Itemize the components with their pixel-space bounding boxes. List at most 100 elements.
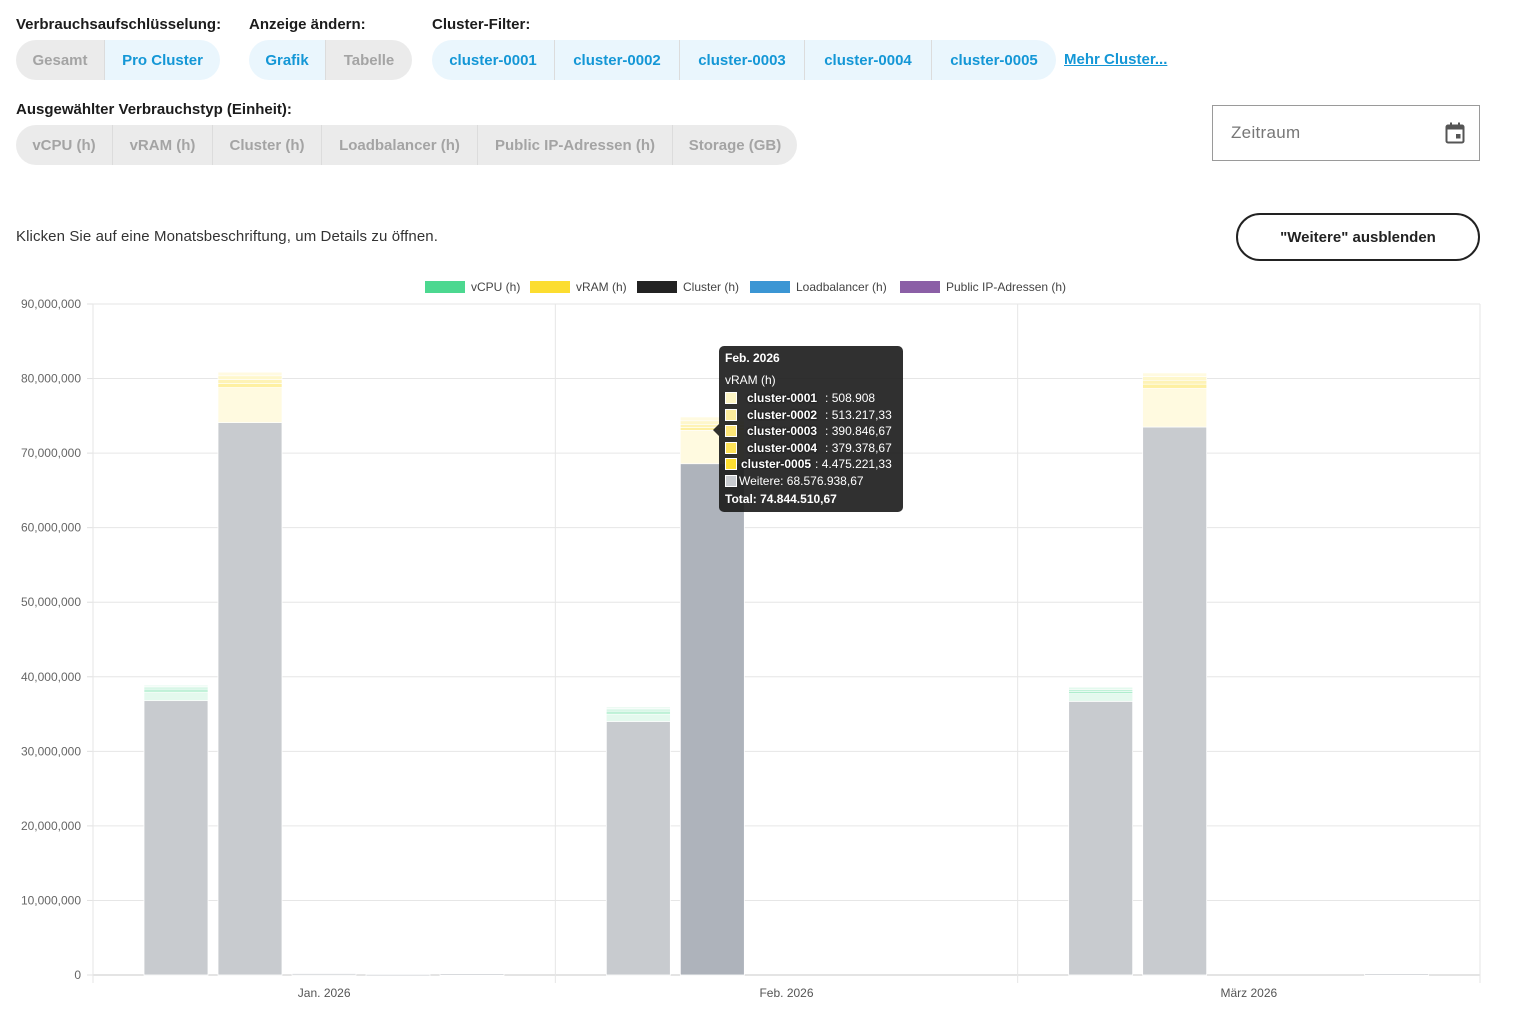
cluster-filter-0002[interactable]: cluster-0002 bbox=[555, 40, 680, 80]
usage-type-label: Ausgewählter Verbrauchstyp (Einheit): bbox=[16, 101, 292, 118]
usage-chart: 0 10,000,000 20,000,000 30,000,000 40,000,00… bbox=[21, 280, 1481, 1000]
bar-segment-cluster bbox=[1142, 372, 1207, 377]
bar-segment-others bbox=[679, 463, 745, 976]
tooltip-swatch bbox=[725, 474, 737, 487]
bar-segment-cluster bbox=[1142, 376, 1207, 381]
y-tick-label: 70,000,000 bbox=[21, 446, 81, 460]
tooltip-swatch bbox=[725, 458, 737, 471]
view-table-button[interactable]: Tabelle bbox=[326, 40, 412, 80]
cluster-filter-0001[interactable]: cluster-0001 bbox=[432, 40, 555, 80]
hide-others-button[interactable]: "Weitere" ausblenden bbox=[1236, 213, 1480, 261]
legend-item: Loadbalancer (h) bbox=[750, 280, 887, 294]
tooltip-row: cluster-0001 : 508.908 bbox=[725, 390, 897, 407]
legend-label: Loadbalancer (h) bbox=[796, 280, 887, 294]
cluster-filter: cluster-0001 cluster-0002 cluster-0003 c… bbox=[432, 40, 1056, 80]
x-tick-label: Jan. 2026 bbox=[298, 986, 351, 1000]
tooltip-row: Weitere: 68.576.938,67 bbox=[725, 473, 897, 490]
tooltip-cluster-name: cluster-0005 bbox=[741, 457, 812, 472]
bar-segment-cluster bbox=[217, 371, 283, 377]
y-tick-label: 10,000,000 bbox=[21, 893, 81, 907]
y-tick-label: 20,000,000 bbox=[21, 819, 81, 833]
y-axis: 0 10,000,000 20,000,000 30,000,000 40,000,00… bbox=[21, 297, 81, 982]
y-tick-label: 30,000,000 bbox=[21, 744, 81, 758]
bar-segment-cluster bbox=[217, 379, 283, 384]
bar-segment-cluster bbox=[1142, 379, 1207, 385]
bar-segment-cluster bbox=[1068, 686, 1133, 689]
legend-swatch bbox=[750, 281, 790, 293]
usage-vram-button[interactable]: vRAM (h) bbox=[113, 125, 213, 165]
bar-segment-others bbox=[143, 700, 209, 976]
bar-segment-cluster bbox=[606, 706, 671, 709]
bar-segment-cluster bbox=[143, 689, 209, 693]
y-tick-label: 0 bbox=[74, 968, 81, 982]
y-tick-label: 80,000,000 bbox=[21, 372, 81, 386]
bar-segment-cluster bbox=[1142, 387, 1207, 428]
tooltip-row: cluster-0002 : 513.217,33 bbox=[725, 407, 897, 424]
usage-type-toggle: vCPU (h) vRAM (h) Cluster (h) Loadbalanc… bbox=[16, 125, 797, 165]
view-chart-button[interactable]: Grafik bbox=[249, 40, 326, 80]
bar-segment-cluster bbox=[143, 684, 209, 687]
chart-legend: vCPU (h) vRAM (h) Cluster (h) Loadbalancer … bbox=[425, 280, 1066, 294]
bar-segment-cluster bbox=[1068, 691, 1133, 694]
more-clusters-link[interactable]: Mehr Cluster... bbox=[1064, 51, 1168, 68]
bar-segment-cluster bbox=[1142, 383, 1207, 389]
tooltip-others-value: Weitere: 68.576.938,67 bbox=[739, 473, 864, 488]
bar-segment-cluster bbox=[217, 387, 283, 423]
view-label: Anzeige ändern: bbox=[249, 16, 366, 33]
usage-cluster-button[interactable]: Cluster (h) bbox=[213, 125, 322, 165]
date-range-input[interactable] bbox=[1229, 122, 1429, 144]
breakdown-toggle: Gesamt Pro Cluster bbox=[16, 40, 220, 80]
bar-segment-cluster bbox=[143, 691, 209, 701]
tooltip-subtitle: vRAM (h) bbox=[725, 373, 776, 387]
tooltip-cluster-value: : 4.475.221,33 bbox=[815, 457, 892, 472]
tooltip-swatch bbox=[725, 441, 737, 454]
bar-segment-others bbox=[365, 974, 431, 977]
legend-label: Public IP-Adressen (h) bbox=[946, 280, 1066, 294]
legend-item: vCPU (h) bbox=[425, 280, 520, 294]
bar-segment-others bbox=[1364, 973, 1430, 976]
tooltip-swatch bbox=[725, 392, 737, 405]
bar-segment-others bbox=[1068, 700, 1134, 976]
usage-vcpu-button[interactable]: vCPU (h) bbox=[16, 125, 113, 165]
usage-storage-button[interactable]: Storage (GB) bbox=[673, 125, 797, 165]
bar-segment-cluster bbox=[217, 375, 283, 380]
breakdown-total-button[interactable]: Gesamt bbox=[16, 40, 105, 80]
tooltip-row: cluster-0005 : 4.475.221,33 bbox=[725, 456, 897, 473]
breakdown-per-cluster-button[interactable]: Pro Cluster bbox=[105, 40, 220, 80]
tooltip-cluster-value: : 508.908 bbox=[825, 391, 876, 406]
legend-label: Cluster (h) bbox=[683, 280, 739, 294]
tooltip-title: Feb. 2026 bbox=[725, 351, 780, 365]
calendar-icon[interactable] bbox=[1445, 122, 1465, 144]
legend-swatch bbox=[637, 281, 677, 293]
tooltip-cluster-value: : 379.378,67 bbox=[825, 440, 892, 455]
bar-segment-others bbox=[605, 721, 671, 976]
cluster-filter-0005[interactable]: cluster-0005 bbox=[932, 40, 1056, 80]
legend-swatch bbox=[530, 281, 570, 293]
y-tick-label: 50,000,000 bbox=[21, 595, 81, 609]
x-axis: Jan. 2026 Feb. 2026 März 2026 bbox=[298, 986, 1278, 1000]
y-tick-label: 60,000,000 bbox=[21, 521, 81, 535]
y-tick-label: 40,000,000 bbox=[21, 670, 81, 684]
bar-segment-cluster bbox=[606, 711, 671, 715]
tooltip-swatch bbox=[725, 408, 737, 421]
legend-item: Cluster (h) bbox=[637, 280, 739, 294]
date-range-field[interactable] bbox=[1212, 105, 1480, 161]
usage-loadbalancer-button[interactable]: Loadbalancer (h) bbox=[322, 125, 478, 165]
bar-segment-others bbox=[1142, 426, 1208, 976]
cluster-filter-label: Cluster-Filter: bbox=[432, 16, 531, 33]
cluster-filter-0003[interactable]: cluster-0003 bbox=[680, 40, 805, 80]
bar-segment-others bbox=[439, 973, 505, 976]
bar-segment-cluster bbox=[606, 713, 671, 722]
tooltip-swatch bbox=[725, 425, 737, 438]
bar-segment-cluster bbox=[1068, 693, 1133, 702]
legend-item: vRAM (h) bbox=[530, 280, 627, 294]
tooltip-cluster-value: : 390.846,67 bbox=[825, 424, 892, 439]
tooltip-cluster-name: cluster-0003 bbox=[747, 424, 818, 439]
chart-bars bbox=[143, 371, 1430, 977]
tooltip-cluster-value: : 513.217,33 bbox=[825, 407, 892, 422]
usage-public-ip-button[interactable]: Public IP-Adressen (h) bbox=[478, 125, 673, 165]
tooltip-row: cluster-0003 : 390.846,67 bbox=[725, 423, 897, 440]
cluster-filter-0004[interactable]: cluster-0004 bbox=[805, 40, 932, 80]
tooltip-cluster-name: cluster-0004 bbox=[747, 440, 818, 455]
tooltip-total: Total: 74.844.510,67 bbox=[725, 492, 837, 506]
